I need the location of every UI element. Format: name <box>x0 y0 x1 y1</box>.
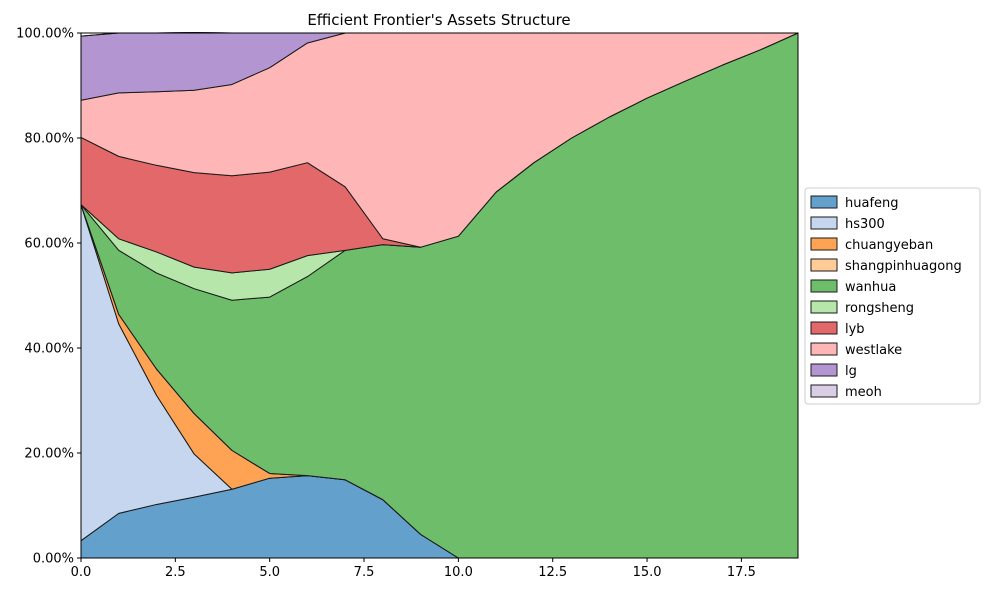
x-tick-label: 5.0 <box>259 565 280 580</box>
y-tick-label: 100.00% <box>16 27 74 42</box>
axis-layer: 0.0 2.5 5.0 7.5 10.0 12.5 15.0 17.5 0.00% 20.00% 4… <box>16 27 756 581</box>
legend-label-hs300: hs300 <box>845 217 885 232</box>
y-tick-label: 80.00% <box>24 132 74 147</box>
x-tick-label: 17.5 <box>727 565 756 580</box>
y-tick-label: 0.00% <box>33 552 74 567</box>
legend-label-rongsheng: rongsheng <box>845 301 914 316</box>
legend-label-lyb: lyb <box>845 322 865 337</box>
legend: huafeng hs300 chuangyeban shangpinhuagong wa… <box>804 187 981 405</box>
legend-label-wanhua: wanhua <box>845 280 896 295</box>
legend-swatch-lg <box>810 363 838 377</box>
legend-swatch-chuangyeban <box>810 237 838 251</box>
legend-label-westlake: westlake <box>845 343 902 358</box>
y-tick-label: 40.00% <box>24 342 74 357</box>
legend-box <box>804 187 981 405</box>
legend-swatch-hs300 <box>810 216 838 230</box>
area-layer <box>80 31 799 559</box>
chart-title: Efficient Frontier's Assets Structure <box>307 11 570 29</box>
plot-frame <box>80 32 799 559</box>
legend-swatch-westlake <box>810 342 838 356</box>
x-tick-label: 12.5 <box>538 565 567 580</box>
y-tick-label: 20.00% <box>24 447 74 462</box>
legend-swatch-shangpinhuagong <box>810 258 838 272</box>
legend-swatch-lyb <box>810 321 838 335</box>
x-tick-label: 7.5 <box>354 565 375 580</box>
x-tick-label: 0.0 <box>71 565 92 580</box>
legend-label-shangpinhuagong: shangpinhuagong <box>845 259 962 274</box>
x-tick-label: 2.5 <box>165 565 186 580</box>
legend-swatch-wanhua <box>810 279 838 293</box>
legend-swatch-meoh <box>810 384 838 398</box>
legend-label-huafeng: huafeng <box>845 196 899 211</box>
x-tick-label: 15.0 <box>633 565 662 580</box>
legend-swatch-huafeng <box>810 195 838 209</box>
legend-label-lg: lg <box>845 364 857 379</box>
legend-label-chuangyeban: chuangyeban <box>845 238 933 253</box>
legend-label-meoh: meoh <box>845 385 882 400</box>
y-tick-label: 60.00% <box>24 237 74 252</box>
legend-swatch-rongsheng <box>810 300 838 314</box>
x-tick-label: 10.0 <box>444 565 473 580</box>
